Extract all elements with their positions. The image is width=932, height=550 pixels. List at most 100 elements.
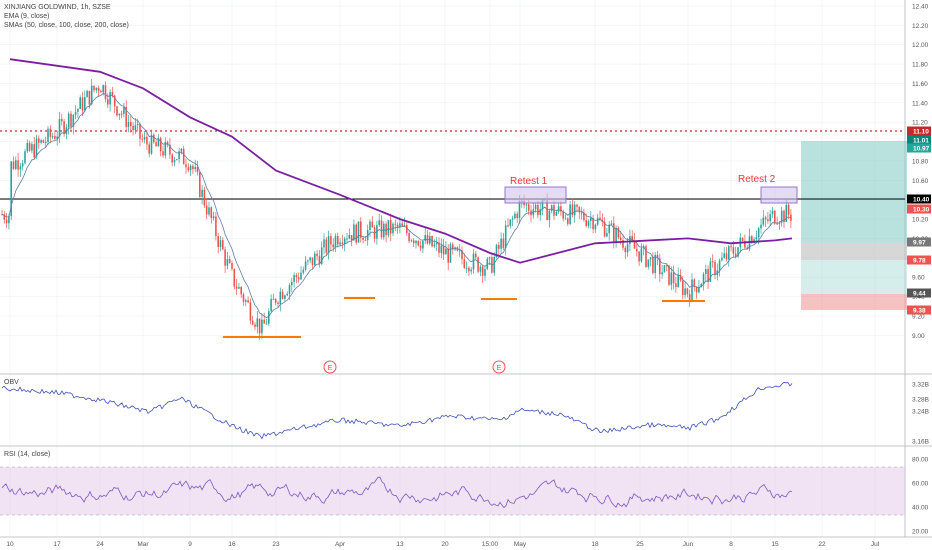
candle-body: [631, 236, 633, 241]
candle-body: [682, 280, 684, 296]
candle-body: [677, 274, 679, 288]
candle-body: [608, 224, 610, 234]
candle-body: [693, 279, 696, 287]
candle-body: [557, 206, 560, 212]
candle-body: [330, 236, 332, 245]
candle-body: [654, 255, 656, 274]
candle-body: [412, 240, 415, 244]
obv-legend[interactable]: OBV: [4, 379, 19, 386]
rsi-tick: 20.00: [912, 529, 929, 536]
candle-body: [636, 248, 638, 252]
candle-body: [242, 294, 245, 302]
candle-body: [613, 223, 615, 242]
candle-body: [780, 210, 783, 223]
candle-body: [332, 244, 334, 248]
price-tick: 12.00: [912, 42, 929, 49]
price-tick: 10.60: [912, 178, 929, 185]
time-tick: Jul: [871, 541, 880, 548]
candle-body: [150, 134, 153, 154]
candle-body: [297, 277, 300, 280]
candle-body: [304, 261, 307, 270]
candle-body: [125, 107, 127, 127]
candle-body: [408, 233, 410, 242]
candle-body: [88, 90, 91, 105]
candle-body: [153, 134, 155, 143]
candle-body: [569, 204, 571, 224]
candle-body: [500, 238, 502, 249]
candle-body: [318, 256, 321, 265]
ema-legend[interactable]: EMA (9, close): [4, 13, 50, 20]
candle-body: [555, 211, 558, 216]
candle-body: [629, 236, 631, 245]
price-tag: 9.97: [907, 237, 931, 247]
candle-body: [419, 245, 422, 249]
candle-body: [3, 214, 6, 220]
candle-body: [511, 218, 514, 220]
candle-body: [219, 240, 222, 248]
candle-body: [327, 236, 330, 253]
candle-body: [702, 273, 705, 285]
candle-body: [176, 159, 178, 161]
candle-body: [767, 219, 769, 222]
candle-body: [548, 210, 551, 221]
candle-body: [626, 244, 629, 253]
candle-body: [477, 257, 479, 272]
candle-body: [274, 298, 277, 303]
candle-body: [84, 97, 86, 111]
candle-body: [461, 250, 463, 260]
candle-body: [518, 201, 521, 219]
price-tick: 9.60: [912, 275, 925, 282]
earnings-marker-2[interactable]: E: [492, 360, 506, 374]
candle-body: [8, 216, 10, 224]
obv-axis[interactable]: 3.32B 3.28B 3.24B 3.16B: [912, 382, 929, 446]
candle-body: [40, 140, 42, 143]
candle-body: [300, 272, 302, 280]
candle-body: [504, 225, 507, 248]
candle-body: [493, 256, 495, 273]
candle-body: [97, 87, 100, 91]
candle-body: [265, 323, 268, 325]
candle-body: [10, 161, 12, 217]
candle-body: [571, 204, 574, 216]
candle-body: [341, 242, 344, 244]
candle-body: [645, 246, 647, 267]
obv-tick: 3.16B: [912, 439, 929, 446]
candle-body: [539, 209, 541, 215]
price-tag: 10.40: [907, 194, 931, 204]
candle-body: [583, 212, 585, 221]
candle-body: [350, 235, 353, 241]
rsi-legend[interactable]: RSI (14, close): [4, 451, 50, 458]
candle-body: [688, 294, 691, 301]
candle-body: [182, 148, 185, 165]
candle-body: [652, 257, 654, 274]
candle-body: [396, 224, 399, 228]
rsi-axis[interactable]: 80.00 60.00 40.00 20.00: [912, 457, 929, 536]
candle-body: [640, 248, 643, 262]
candle-body: [744, 240, 746, 248]
candle-body: [38, 138, 40, 143]
candle-body: [307, 260, 309, 262]
candle-body: [622, 240, 624, 248]
candle-body: [180, 148, 183, 152]
candle-body: [498, 244, 500, 249]
candle-body: [470, 269, 472, 272]
obv-tick: 3.24B: [912, 409, 929, 416]
candle-body: [21, 163, 24, 167]
earnings-marker-1[interactable]: E: [323, 360, 337, 374]
time-axis[interactable]: 10 17 24 Mar 9 16 23 Apr 13 20 15:00 May 18 25 Jun 8 15 2…: [6, 541, 879, 548]
retest-1-label: Retest 1: [510, 176, 548, 187]
price-tick: 11.40: [912, 100, 928, 107]
candle-body: [54, 136, 56, 140]
smas-legend[interactable]: SMAs (50, close, 100, close, 200, close): [4, 22, 129, 29]
obv-tick: 3.32B: [912, 382, 929, 389]
candle-body: [113, 95, 116, 107]
candle-body: [468, 267, 470, 272]
candle-body: [295, 275, 298, 278]
candle-body: [698, 287, 700, 293]
candle-body: [348, 235, 351, 239]
candle-body: [268, 311, 270, 324]
earnings-marker-label: E: [497, 365, 502, 372]
candle-body: [385, 223, 387, 236]
candle-body: [143, 136, 146, 140]
